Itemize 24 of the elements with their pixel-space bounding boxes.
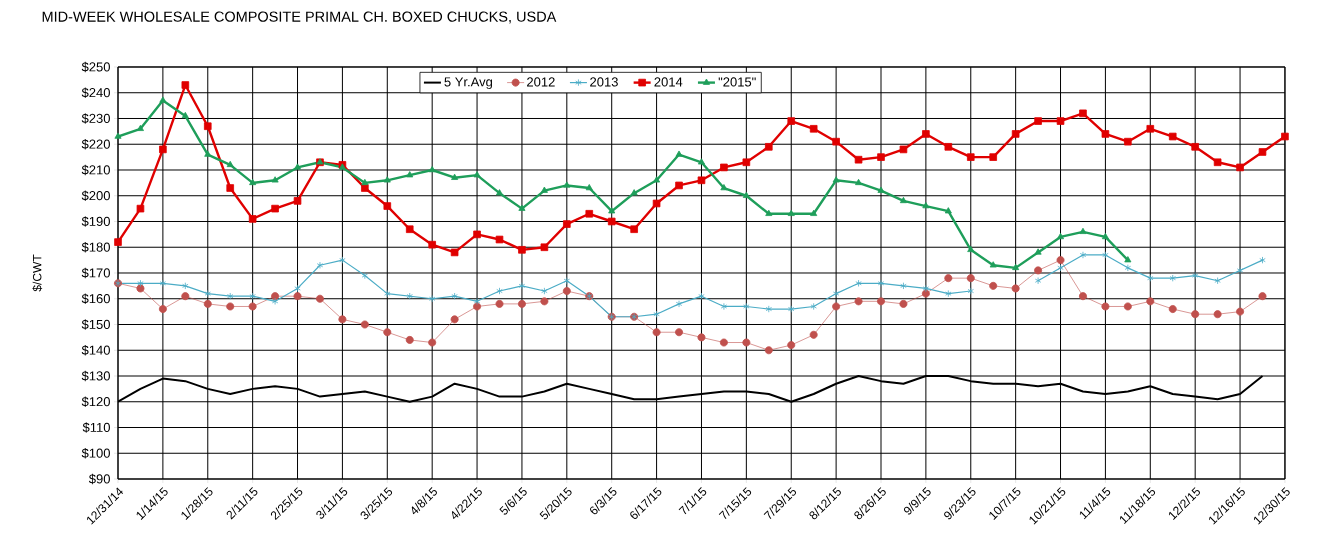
y-tick-label: $130 (81, 370, 110, 382)
y-tick-label: $140 (81, 344, 110, 356)
y-tick-label: $90 (88, 473, 110, 485)
y-tick-label: $160 (81, 293, 110, 305)
y-tick-label: $220 (81, 138, 110, 150)
y-tick-label: $240 (81, 87, 110, 99)
chart-title: MID-WEEK WHOLESALE COMPOSITE PRIMAL CH. BOXED CHUCKS, USDA (42, 11, 557, 24)
legend-label: 2012 (527, 77, 555, 87)
legend-label: "2015" (718, 77, 756, 87)
y-tick-label: $110 (82, 422, 110, 433)
y-tick-label: $120 (81, 396, 110, 408)
y-tick-label: $170 (81, 267, 110, 279)
y-tick-label: $210 (81, 164, 110, 176)
y-tick-label: $190 (81, 216, 110, 227)
y-tick-label: $200 (81, 190, 110, 202)
y-axis-title: $/CWT (32, 254, 43, 292)
y-tick-label: $230 (81, 113, 110, 124)
legend-label: 5 Yr.Avg (444, 77, 492, 90)
legend-label: 2013 (590, 77, 618, 87)
y-tick-label: $180 (81, 241, 110, 253)
legend-label: 2014 (654, 77, 683, 87)
y-tick-label: $150 (81, 319, 110, 330)
y-tick-label: $250 (81, 61, 110, 73)
y-tick-label: $100 (81, 447, 110, 459)
